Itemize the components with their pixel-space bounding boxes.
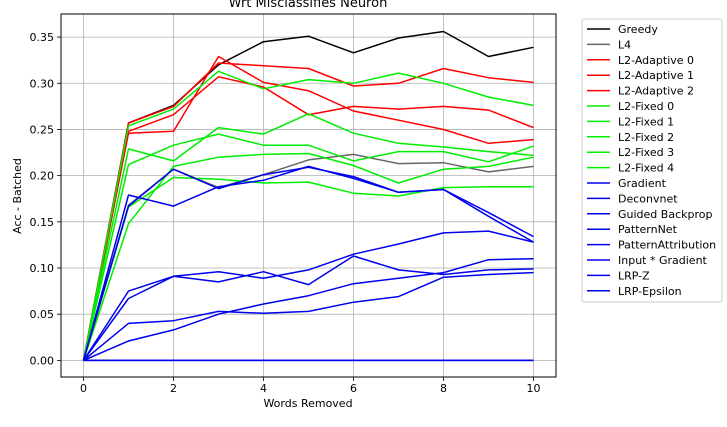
chart-title: Wrt Misclassifies Neuron [229,0,388,11]
y-axis-label: Acc - Batched [11,158,24,234]
x-axis-label: Words Removed [263,397,352,410]
grid [61,14,556,377]
legend-item: L2-Fixed 3 [587,146,674,159]
legend-label: L2-Adaptive 1 [618,69,694,82]
legend-item: PatternAttribution [587,239,716,252]
legend-label: L2-Fixed 0 [618,100,674,113]
series-line-patternnet [82,230,534,361]
legend-label: PatternNet [618,223,678,236]
legend: Greedy L4 L2-Adaptive 0 L2-Adaptive 1 L2-Ada… [581,18,723,303]
legend-label: L2-Adaptive 2 [618,85,694,98]
series-line-input-gradient [83,271,534,361]
legend-item: LRP-Epsilon [587,285,682,298]
legend-box [581,18,723,303]
series-line-l2-adaptive-1 [82,55,534,361]
series-line-lrp-z [83,258,534,362]
series-line-guided-backprop [82,166,534,361]
series-line-l2-fixed-1 [82,113,534,361]
legend-item: Greedy [587,23,658,36]
x-tick-label: 2 [170,382,177,395]
x-axis-ticks: 0 2 4 6 8 10 [80,377,541,395]
legend-item: L2-Fixed 1 [587,115,674,128]
legend-label: Deconvnet [618,192,678,205]
series-line-patternattribution [82,255,534,361]
legend-item: Deconvnet [587,192,678,205]
x-tick-label: 6 [350,382,357,395]
legend-item: L4 [587,38,631,51]
series-line-l2-adaptive-0 [82,62,534,361]
y-tick-label: 0.05 [30,308,55,321]
legend-item: L2-Fixed 4 [587,162,674,175]
legend-item: L2-Adaptive 2 [587,85,694,98]
legend-label: Gradient [618,177,667,190]
legend-label: L2-Fixed 1 [618,115,674,128]
legend-label: Greedy [618,23,658,36]
legend-label: L2-Fixed 2 [618,131,674,144]
legend-label: Guided Backprop [618,208,712,221]
y-tick-label: 0.30 [30,77,55,90]
legend-label: LRP-Z [618,269,650,282]
legend-item: L2-Adaptive 1 [587,69,694,82]
series-line-l2-fixed-2 [82,133,534,361]
x-tick-label: 8 [440,382,447,395]
series-lines [82,30,534,362]
legend-label: L4 [618,38,631,51]
x-tick-label: 0 [80,382,87,395]
x-tick-label: 4 [260,382,267,395]
series-line-l2-fixed-3 [82,152,534,361]
y-tick-label: 0.00 [30,354,55,367]
legend-item: Input * Gradient [587,254,708,267]
legend-item: L2-Fixed 2 [587,131,674,144]
legend-item: L2-Fixed 0 [587,100,674,113]
legend-label: L2-Fixed 3 [618,146,674,159]
x-tick-label: 10 [527,382,541,395]
legend-label: LRP-Epsilon [618,285,682,298]
y-tick-label: 0.10 [30,262,55,275]
y-tick-label: 0.20 [30,170,55,183]
series-line-deconvnet [82,165,534,361]
legend-label: PatternAttribution [618,239,716,252]
y-axis-ticks: 0.00 0.05 0.10 0.15 0.20 0.25 0.30 0.35 [30,31,61,367]
legend-item: PatternNet [587,223,678,236]
y-tick-label: 0.15 [30,216,55,229]
legend-label: L2-Fixed 4 [618,162,674,175]
legend-item: L2-Adaptive 0 [587,54,694,67]
legend-item: LRP-Z [587,269,650,282]
plot-frame [60,13,557,378]
series-line-l4 [82,153,534,361]
y-tick-label: 0.35 [30,31,55,44]
series-line-l2-fixed-4 [82,176,534,361]
legend-item: Guided Backprop [587,208,712,221]
legend-label: L2-Adaptive 0 [618,54,694,67]
legend-label: Input * Gradient [618,254,708,267]
y-tick-label: 0.25 [30,123,55,136]
series-line-l2-adaptive-2 [82,76,534,361]
series-line-l2-fixed-0 [82,70,534,361]
legend-item: Gradient [587,177,667,190]
